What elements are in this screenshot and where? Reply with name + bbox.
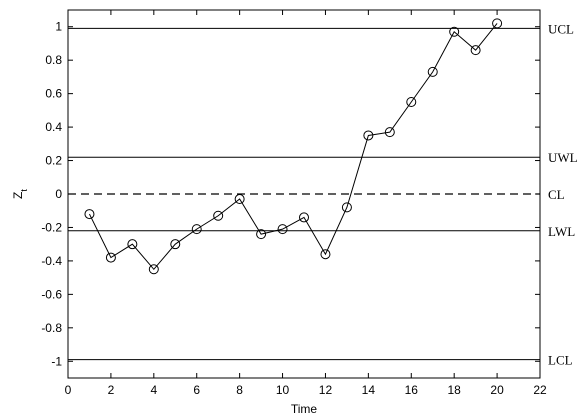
data-point [234,194,245,205]
ref-label-uwl: UWL [548,150,578,165]
ref-label-lwl: LWL [548,224,575,239]
y-tick-label: -0.8 [41,321,62,335]
x-tick-label: 2 [108,383,115,397]
data-point [406,97,417,107]
x-tick-label: 20 [490,383,504,397]
data-point [449,26,460,37]
x-tick-label: 4 [150,383,157,397]
ref-label-lcl: LCL [548,353,573,368]
y-tick-label: -0.6 [41,287,62,301]
series-layer [84,18,503,275]
ref-label-ucl: UCL [548,21,574,36]
x-tick-label: 12 [319,383,333,397]
y-tick-label: 0.4 [45,120,62,134]
data-point [470,45,481,56]
x-tick-label: 6 [193,383,200,397]
reference-lines: UCL UWL CL LWL LCL [68,21,578,368]
y-axis-label-text: Zt [11,189,29,199]
x-tick-label: 8 [236,383,243,397]
data-point [191,224,202,235]
y-tick-label: -0.4 [41,254,62,268]
data-point [105,252,116,263]
data-point [341,202,352,213]
data-point [299,212,309,223]
y-tick-label: -1 [51,354,62,368]
data-point [320,249,331,260]
series-line [89,23,498,271]
x-axis-label: Time [291,402,318,416]
data-point [384,127,395,138]
y-axis-label: Zt [11,189,29,199]
y-tick-label: 0.6 [45,87,62,101]
data-point [213,210,224,221]
data-point [256,229,267,240]
data-point [170,239,181,250]
y-tick-label: 0.8 [45,53,62,67]
axes: 0 2 4 6 8 10 12 14 16 18 20 22 -1 -0.8 -0.6 -0.4 -0.2 0 0.… [41,10,547,397]
data-point [84,209,95,220]
ref-label-cl: CL [548,187,565,202]
x-tick-label: 22 [533,383,547,397]
y-axis-label-subscript: t [19,189,29,192]
y-axis-label-main: Z [11,192,25,199]
x-tick-label: 18 [448,383,462,397]
data-point [277,224,288,235]
y-tick-label: 1 [55,20,62,34]
data-point [363,130,374,141]
x-tick-label: 0 [65,383,72,397]
y-tick-label: 0.2 [45,154,62,168]
y-tick-label: 0 [55,187,62,201]
data-point [127,239,138,250]
data-point [492,18,503,29]
data-point [427,66,438,77]
data-point [148,264,159,275]
x-tick-label: 16 [405,383,419,397]
x-tick-label: 14 [362,383,376,397]
x-tick-label: 10 [276,383,290,397]
y-tick-label: -0.2 [41,220,62,234]
